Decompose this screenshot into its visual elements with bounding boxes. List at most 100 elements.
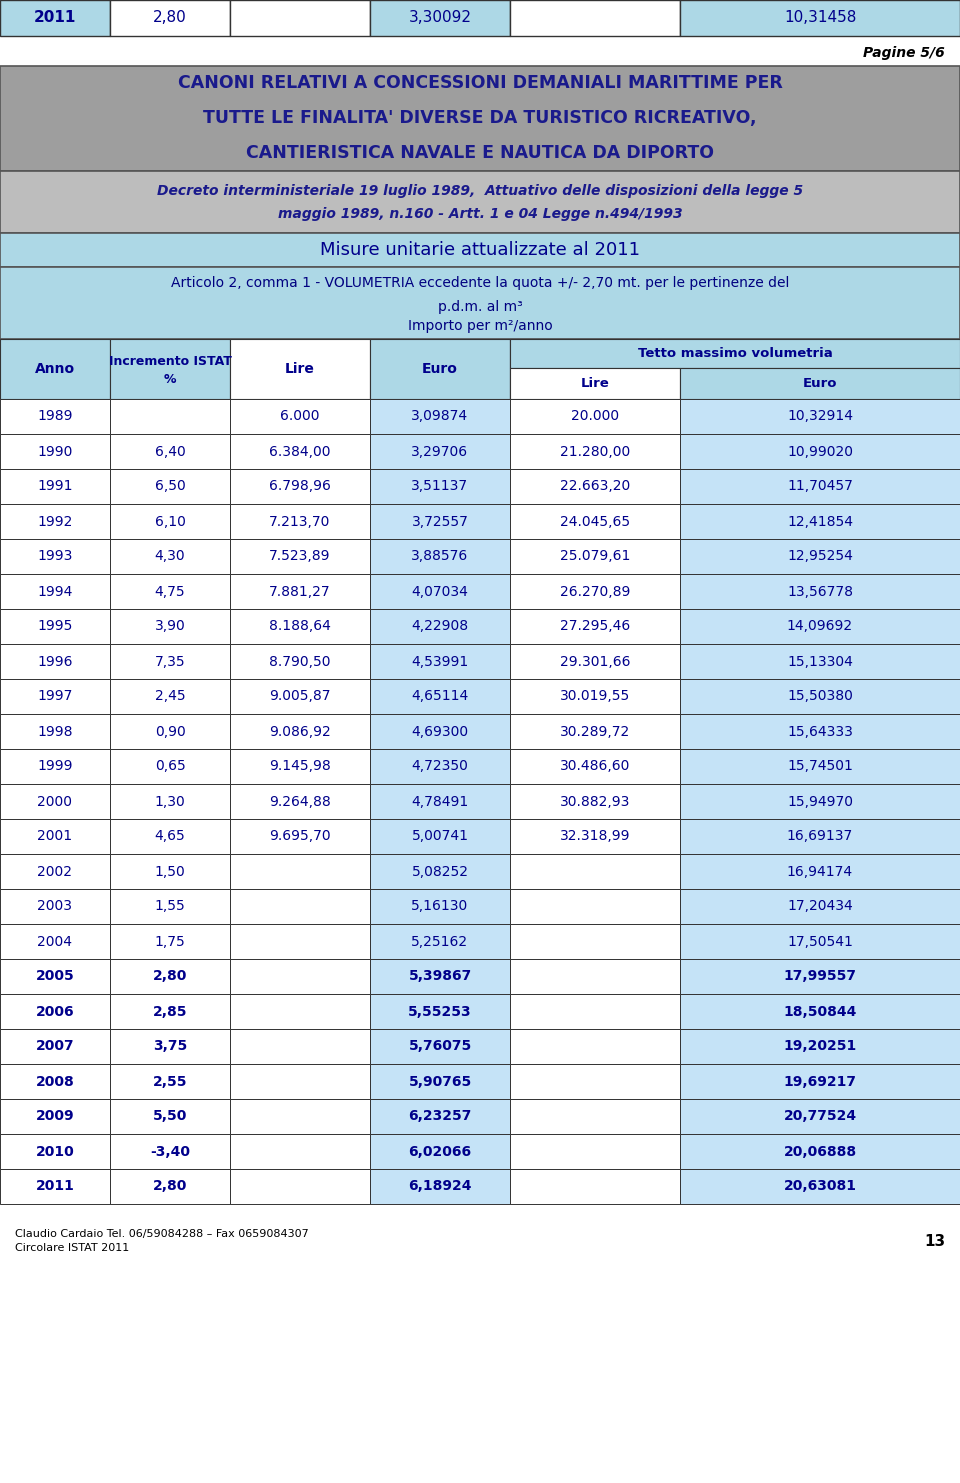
- Text: 1997: 1997: [37, 690, 73, 703]
- Text: 2011: 2011: [36, 1179, 75, 1194]
- Bar: [680, 399, 960, 435]
- Bar: [510, 1063, 680, 1099]
- Bar: [370, 399, 510, 435]
- Bar: [0, 504, 110, 538]
- Text: 2000: 2000: [37, 795, 73, 808]
- Text: 7.523,89: 7.523,89: [269, 550, 331, 564]
- Text: 8.790,50: 8.790,50: [269, 654, 331, 669]
- Bar: [510, 960, 680, 994]
- Bar: [680, 785, 960, 819]
- Text: 6,23257: 6,23257: [408, 1109, 471, 1124]
- Bar: [0, 924, 110, 960]
- Bar: [0, 888, 110, 924]
- Bar: [510, 538, 680, 574]
- Bar: [680, 713, 960, 749]
- Bar: [680, 888, 960, 924]
- Bar: [680, 340, 960, 399]
- Text: 2009: 2009: [36, 1109, 74, 1124]
- Text: 1993: 1993: [37, 550, 73, 564]
- Text: Articolo 2, comma 1 - VOLUMETRIA eccedente la quota +/- 2,70 mt. per le pertinen: Articolo 2, comma 1 - VOLUMETRIA ecceden…: [171, 276, 789, 289]
- Bar: [370, 854, 510, 888]
- Bar: [510, 1029, 680, 1063]
- Bar: [110, 1134, 230, 1169]
- Text: 2,80: 2,80: [153, 1179, 187, 1194]
- Bar: [680, 1029, 960, 1063]
- Text: 5,25162: 5,25162: [412, 934, 468, 949]
- Bar: [370, 679, 510, 713]
- Bar: [230, 819, 370, 854]
- Text: 15,74501: 15,74501: [787, 759, 852, 774]
- Text: 25.079,61: 25.079,61: [560, 550, 630, 564]
- Bar: [370, 960, 510, 994]
- Bar: [510, 1134, 680, 1169]
- Bar: [0, 435, 110, 469]
- Text: Decreto interministeriale 19 luglio 1989,  Attuativo delle disposizioni della le: Decreto interministeriale 19 luglio 1989…: [156, 184, 804, 197]
- Bar: [110, 574, 230, 610]
- Bar: [0, 854, 110, 888]
- Bar: [0, 340, 110, 399]
- Bar: [510, 574, 680, 610]
- Text: 0,90: 0,90: [155, 725, 185, 739]
- Text: 29.301,66: 29.301,66: [560, 654, 631, 669]
- Text: 4,07034: 4,07034: [412, 584, 468, 599]
- Text: CANONI RELATIVI A CONCESSIONI DEMANIALI MARITTIME PER: CANONI RELATIVI A CONCESSIONI DEMANIALI …: [178, 74, 782, 92]
- Text: 2003: 2003: [37, 900, 73, 914]
- Text: 14,09692: 14,09692: [787, 620, 853, 633]
- Bar: [0, 538, 110, 574]
- Bar: [370, 538, 510, 574]
- Bar: [230, 1099, 370, 1134]
- Text: 2,45: 2,45: [155, 690, 185, 703]
- Text: 5,50: 5,50: [153, 1109, 187, 1124]
- Bar: [510, 435, 680, 469]
- Text: 10,31458: 10,31458: [783, 10, 856, 25]
- Text: 1994: 1994: [37, 584, 73, 599]
- Text: 1992: 1992: [37, 515, 73, 528]
- Text: 2,80: 2,80: [154, 10, 187, 25]
- Bar: [0, 679, 110, 713]
- Bar: [370, 504, 510, 538]
- Text: Euro: Euro: [422, 362, 458, 377]
- Bar: [0, 819, 110, 854]
- Text: 2005: 2005: [36, 970, 74, 983]
- Text: Importo per m²/anno: Importo per m²/anno: [408, 319, 552, 334]
- Bar: [230, 994, 370, 1029]
- Text: 18,50844: 18,50844: [783, 1004, 856, 1019]
- Text: 17,20434: 17,20434: [787, 900, 852, 914]
- Bar: [230, 644, 370, 679]
- Text: 6,50: 6,50: [155, 479, 185, 494]
- Text: 8.188,64: 8.188,64: [269, 620, 331, 633]
- Bar: [230, 1169, 370, 1204]
- Bar: [0, 267, 960, 340]
- Bar: [370, 924, 510, 960]
- Bar: [370, 435, 510, 469]
- Bar: [0, 469, 110, 504]
- Text: 4,53991: 4,53991: [412, 654, 468, 669]
- Text: 2007: 2007: [36, 1040, 74, 1053]
- Text: 27.295,46: 27.295,46: [560, 620, 630, 633]
- Bar: [110, 994, 230, 1029]
- Bar: [680, 610, 960, 644]
- Text: 2011: 2011: [34, 10, 76, 25]
- Text: 2006: 2006: [36, 1004, 74, 1019]
- Bar: [0, 399, 110, 435]
- Text: 32.318,99: 32.318,99: [560, 829, 631, 844]
- Bar: [510, 1099, 680, 1134]
- Bar: [110, 679, 230, 713]
- Bar: [370, 888, 510, 924]
- Bar: [680, 1134, 960, 1169]
- Bar: [0, 749, 110, 785]
- Bar: [680, 574, 960, 610]
- Text: 0,65: 0,65: [155, 759, 185, 774]
- Text: 9.005,87: 9.005,87: [269, 690, 331, 703]
- Bar: [680, 1099, 960, 1134]
- Text: 2,85: 2,85: [153, 1004, 187, 1019]
- Bar: [680, 679, 960, 713]
- Text: 30.882,93: 30.882,93: [560, 795, 630, 808]
- Bar: [510, 785, 680, 819]
- Text: 3,51137: 3,51137: [412, 479, 468, 494]
- Bar: [230, 679, 370, 713]
- Text: 4,72350: 4,72350: [412, 759, 468, 774]
- Text: -3,40: -3,40: [150, 1145, 190, 1158]
- Text: 6,10: 6,10: [155, 515, 185, 528]
- Bar: [110, 960, 230, 994]
